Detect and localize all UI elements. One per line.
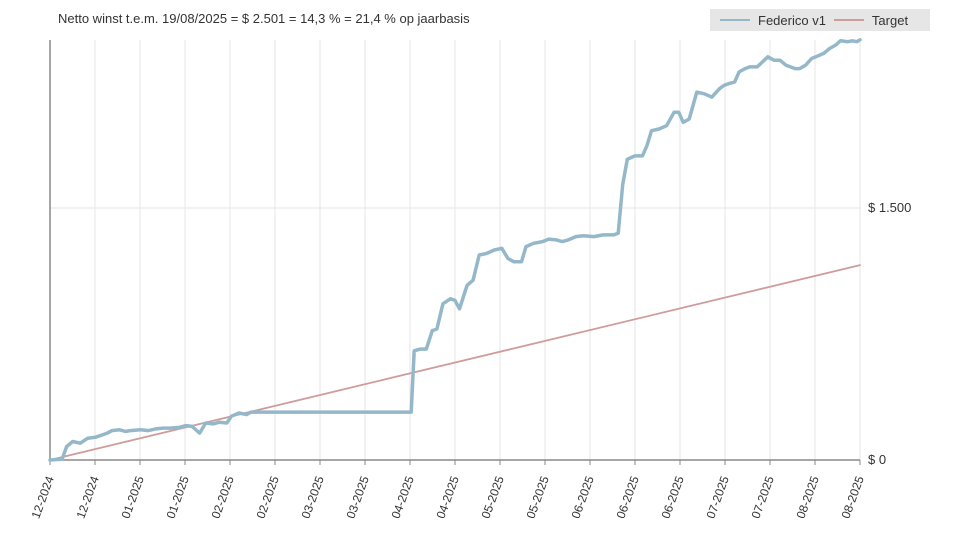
x-tick-label: 06-2025 bbox=[659, 474, 687, 520]
series-line-federico bbox=[48, 38, 862, 462]
x-tick-label: 03-2025 bbox=[299, 474, 327, 520]
x-tick-label: 06-2025 bbox=[614, 474, 642, 520]
legend-item-federico: Federico v1 bbox=[720, 13, 826, 28]
legend-item-target: Target bbox=[833, 12, 909, 28]
legend-swatch-federico bbox=[720, 19, 750, 21]
x-tick-label: 08-2025 bbox=[839, 474, 867, 520]
x-tick-label: 05-2025 bbox=[524, 474, 552, 520]
x-tick-label: 12-2024 bbox=[74, 474, 102, 520]
x-tick-label: 05-2025 bbox=[479, 474, 507, 520]
x-tick-label: 02-2025 bbox=[209, 474, 237, 520]
x-tick-label: 03-2025 bbox=[344, 474, 372, 520]
x-tick-label: 07-2025 bbox=[704, 474, 732, 520]
legend: Federico v1 Target bbox=[710, 9, 930, 31]
y-tick-label: $ 1.500 bbox=[868, 200, 911, 215]
x-tick-label: 06-2025 bbox=[569, 474, 597, 520]
x-tick-label: 04-2025 bbox=[389, 474, 417, 520]
legend-label-federico: Federico v1 bbox=[758, 12, 826, 28]
legend-swatch-target bbox=[833, 19, 864, 21]
x-tick-label: 08-2025 bbox=[794, 474, 822, 520]
x-tick-label: 12-2024 bbox=[29, 474, 57, 520]
x-tick-label: 01-2025 bbox=[119, 474, 147, 520]
x-tick-label: 07-2025 bbox=[749, 474, 777, 520]
legend-label-target: Target bbox=[871, 12, 909, 28]
chart-title: Netto winst t.e.m. 19/08/2025 = $ 2.501 … bbox=[58, 11, 470, 26]
x-tick-label: 01-2025 bbox=[164, 474, 192, 520]
y-tick-label: $ 0 bbox=[868, 452, 886, 467]
x-tick-label: 02-2025 bbox=[254, 474, 282, 520]
x-tick-label: 04-2025 bbox=[434, 474, 462, 520]
